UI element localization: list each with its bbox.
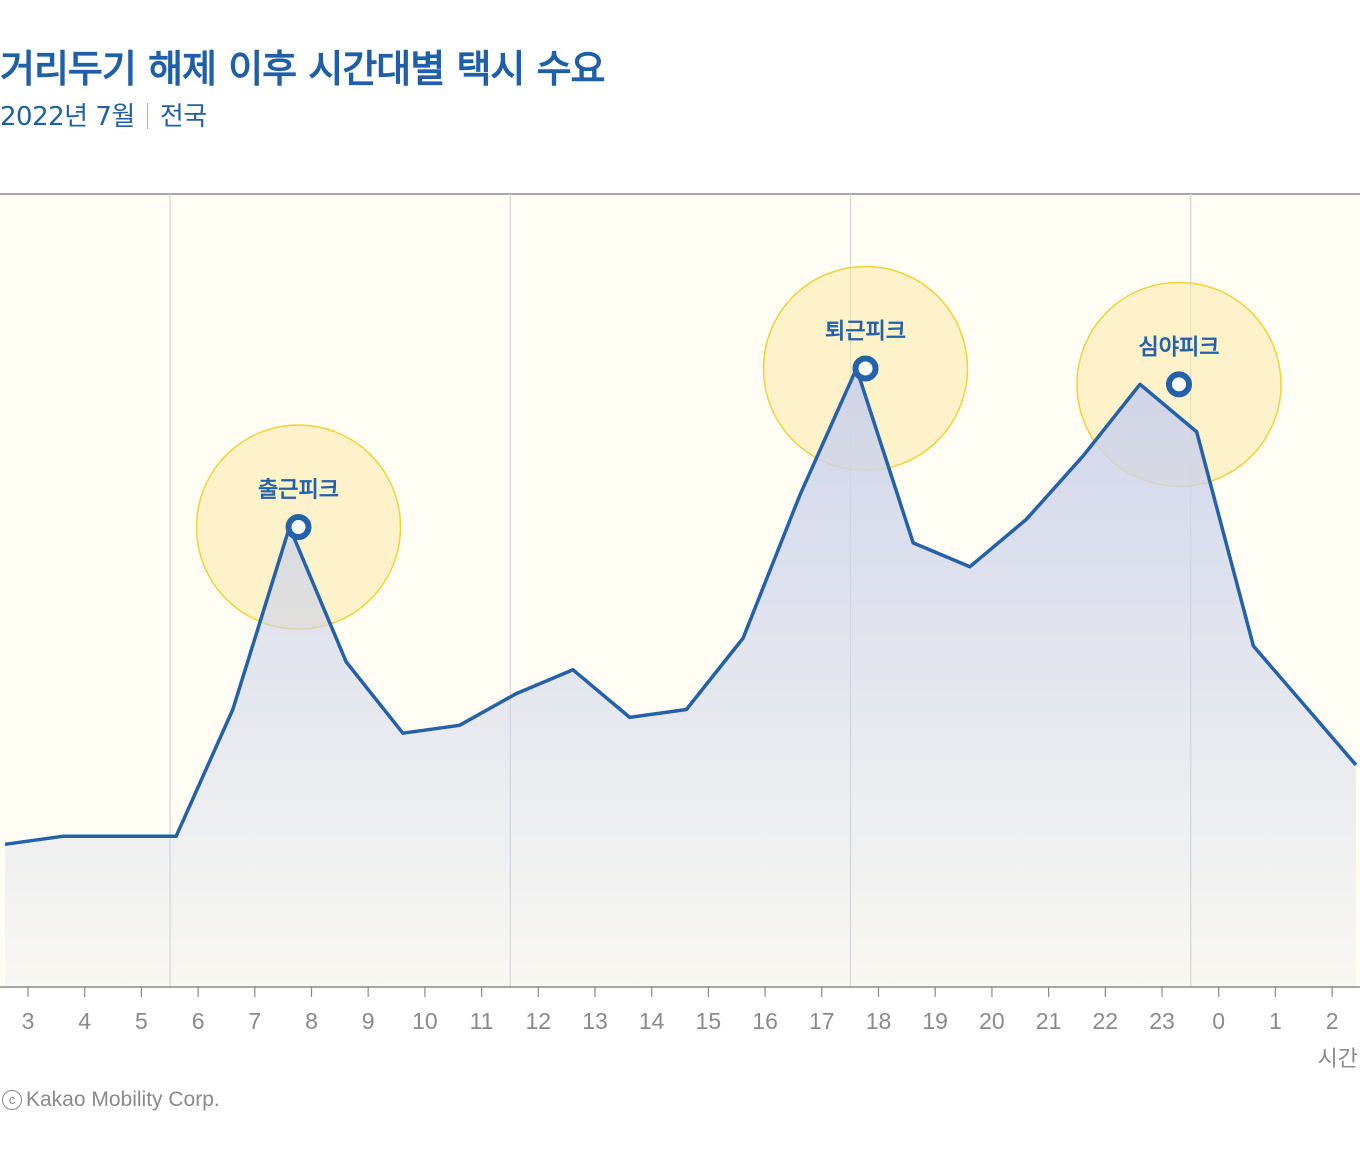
x-tick-label: 5	[135, 1008, 148, 1034]
x-tick-label: 6	[192, 1008, 205, 1034]
x-tick-label: 10	[412, 1008, 438, 1034]
peak-label: 출근피크	[258, 478, 339, 503]
subtitle-region: 전국	[159, 102, 207, 132]
x-axis-ticks: 3 4 5 6 7 8 9 10 11 12 13 14 15 16 17 18 19 20 21 22 23 0 1 2	[22, 987, 1339, 1034]
x-tick-label: 22	[1093, 1008, 1119, 1034]
x-tick-label: 1	[1269, 1008, 1282, 1034]
copyright-credit: c Kakao Mobility Corp.	[2, 1088, 220, 1112]
x-tick-label: 8	[305, 1008, 318, 1034]
x-tick-label: 7	[248, 1008, 261, 1034]
copyright-icon: c	[2, 1090, 22, 1110]
x-tick-label: 15	[696, 1008, 722, 1034]
x-tick-label: 17	[809, 1008, 835, 1034]
x-tick-label: 23	[1149, 1008, 1175, 1034]
peak-marker-icon	[1166, 371, 1192, 398]
subtitle-date: 2022년 7월	[0, 102, 135, 132]
x-tick-label: 16	[752, 1008, 778, 1034]
peak-marker-icon	[285, 514, 312, 541]
x-tick-label: 3	[22, 1008, 35, 1034]
demand-area	[5, 368, 1356, 987]
subtitle-divider	[146, 103, 148, 129]
peak-marker-icon	[852, 355, 879, 382]
x-tick-label: 4	[78, 1008, 91, 1034]
x-tick-label: 12	[526, 1008, 552, 1034]
x-tick-label: 18	[866, 1008, 892, 1034]
chart-title: 거리두기 해제 이후 시간대별 택시 수요	[0, 47, 606, 91]
x-tick-label: 13	[582, 1008, 608, 1034]
peak-label: 퇴근피크	[825, 319, 906, 344]
x-tick-label: 14	[639, 1008, 665, 1034]
x-axis-label: 시간	[1318, 1047, 1358, 1072]
x-tick-label: 21	[1036, 1008, 1062, 1034]
x-tick-label: 0	[1212, 1008, 1225, 1034]
x-tick-label: 11	[470, 1008, 494, 1034]
chart-subtitle: 2022년 7월 전국	[0, 96, 207, 133]
peak-label: 심야피크	[1139, 335, 1220, 360]
credit-text: Kakao Mobility Corp.	[26, 1088, 220, 1111]
x-tick-label: 19	[922, 1008, 948, 1034]
demand-line	[4, 366, 1358, 847]
x-tick-label: 20	[979, 1008, 1005, 1034]
x-tick-label: 9	[362, 1008, 375, 1034]
x-tick-label: 2	[1326, 1008, 1339, 1034]
